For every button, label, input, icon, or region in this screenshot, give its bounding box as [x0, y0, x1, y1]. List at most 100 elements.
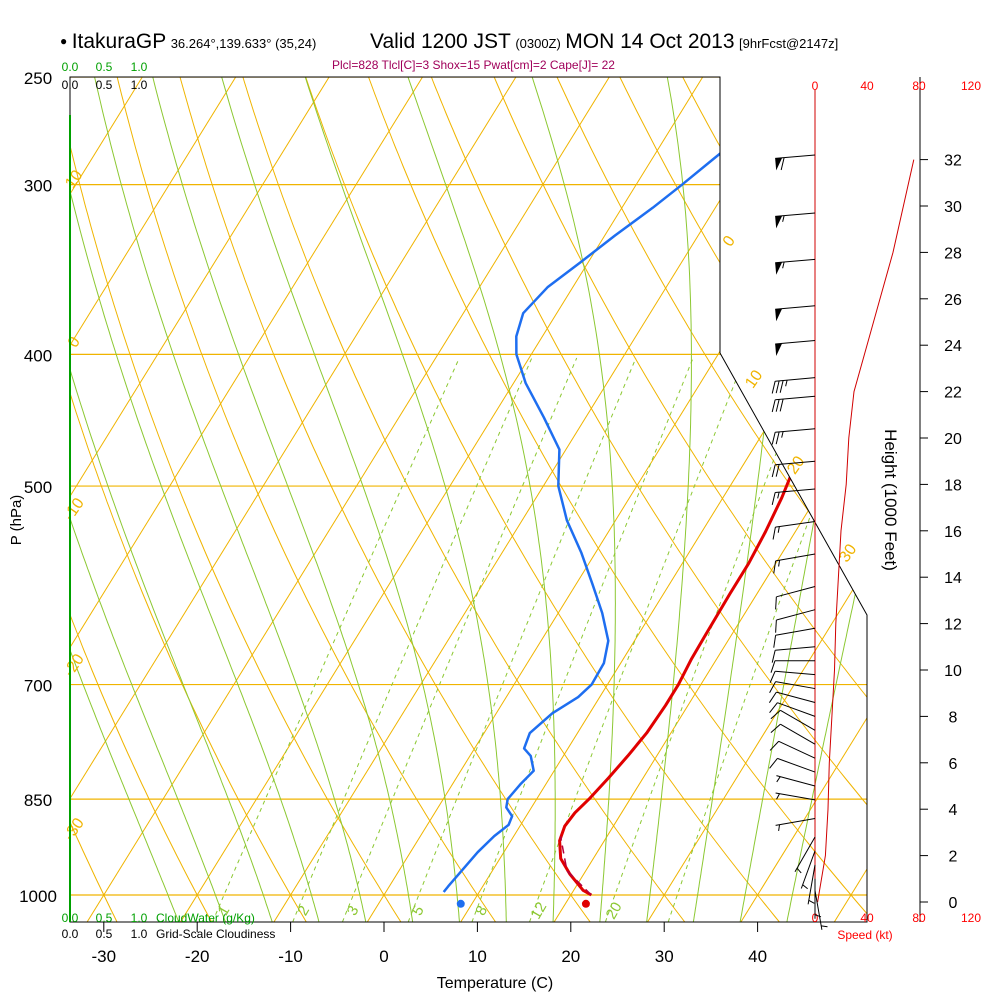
wind-barb-staff: [776, 585, 816, 598]
dry-adiabat-line: [70, 77, 307, 922]
wind-barb-staff: [794, 836, 816, 872]
cloud-water-scale-top: 0.0: [62, 60, 79, 74]
pressure-tick-label: 700: [24, 677, 52, 696]
wind-barb-half: [777, 492, 780, 499]
wind-barb-staff: [775, 488, 816, 493]
moist-adiabat-line: [70, 77, 180, 922]
wind-barb-half: [785, 380, 788, 387]
moist-adiabat-line: [364, 77, 556, 922]
x-tick-label: -10: [278, 947, 303, 966]
wind-barb-full: [771, 464, 776, 478]
wind-barb: [775, 154, 816, 171]
dry-adiabat-line: [70, 77, 402, 922]
valid-time: Valid 1200 JST: [370, 30, 511, 53]
moist-adiabat-line: [635, 77, 692, 922]
wind-barb-staff: [778, 740, 816, 759]
cloud-water-scale-bottom: 0.5: [96, 911, 113, 925]
height-tick-label: 24: [944, 338, 962, 355]
wind-barb-staff: [775, 258, 816, 264]
wind-barb-half: [796, 867, 802, 874]
x-tick-label: 40: [748, 947, 767, 966]
wind-barb: [768, 691, 816, 703]
stability-indices: Plcl=828 Tlcl[C]=3 Shox=15 Pwat[cm]=2 Ca…: [332, 58, 615, 72]
plot-frame: [69, 76, 868, 923]
wind-barb-staff: [775, 460, 816, 466]
wind-barb: [775, 305, 816, 322]
wind-barb: [807, 864, 816, 905]
wind-barb: [771, 395, 816, 413]
height-tick-label: 12: [944, 617, 962, 634]
wind-barb-flag: [775, 262, 783, 275]
isotherm-line: [739, 77, 867, 922]
pressure-tick-label: 1000: [19, 887, 57, 906]
station-coords: 36.264°,139.633° (35,24): [170, 36, 317, 51]
wind-barb-staff: [777, 702, 816, 717]
moist-adiabat-line: [122, 77, 414, 922]
wind-barb: [771, 428, 816, 445]
dry-adiabat-line: [305, 77, 780, 922]
wind-barb-full: [773, 560, 777, 574]
wind-barb: [775, 817, 816, 832]
cloud-water-scale-top: 1.0: [131, 60, 148, 74]
moist-adiabat-line: [70, 77, 367, 922]
height-tick-label: 4: [949, 802, 958, 819]
wind-barb-half: [778, 824, 781, 832]
wind-barb: [773, 553, 816, 574]
wind-barb-full: [770, 660, 776, 673]
speed-tick-bottom: 80: [912, 911, 926, 925]
wind-barb-full: [775, 380, 780, 394]
wind-barb-staff: [776, 691, 816, 703]
speed-tick-bottom: 40: [860, 911, 874, 925]
wind-barb-staff: [775, 681, 816, 690]
wind-barb-half: [782, 215, 785, 222]
station-header: ● ItakuraGP 36.264°,139.633° (35,24): [60, 30, 316, 54]
wind-barb-full: [780, 157, 785, 171]
wind-barb-half: [802, 884, 808, 890]
wind-barb-staff: [775, 670, 816, 676]
wind-barb-staff: [780, 723, 816, 745]
dry-adiabat-line: [179, 77, 591, 922]
wind-barb: [776, 775, 816, 787]
wind-barb-staff: [775, 646, 816, 651]
temperature-axis-label: Temperature (C): [437, 975, 553, 992]
mixing-ratio-label: 12: [527, 899, 550, 922]
cloudiness-scale-bottom: 0.5: [96, 927, 113, 941]
cloudiness-scale-top: 1.0: [131, 78, 148, 92]
wind-barb: [775, 340, 816, 357]
valid-zulu: (0300Z): [515, 36, 561, 51]
speed-axis-label: Speed (kt): [837, 928, 892, 942]
mixing-ratio-line: [471, 357, 694, 922]
isotherm-line: [459, 77, 867, 922]
dry-adiabat-line: [430, 77, 867, 922]
wind-barb-full: [779, 398, 784, 412]
wind-barb-full: [771, 381, 776, 394]
mixing-ratio-line: [211, 357, 460, 922]
wind-barb-staff: [814, 890, 823, 930]
wind-barb: [771, 460, 816, 478]
moist-adiabat-line: [70, 77, 274, 922]
height-tick-label: 22: [944, 385, 962, 402]
wind-barb-staff: [775, 553, 816, 562]
isotherm-line: [70, 77, 411, 922]
dry-adiabat-line: [116, 77, 497, 922]
wind-barb: [770, 709, 816, 731]
forecast-info: [9hrFcst@2147z]: [739, 36, 839, 51]
wind-barb-staff: [775, 154, 816, 159]
wind-barb-full: [769, 681, 777, 693]
cloudiness-scale-top: 0.5: [96, 78, 113, 92]
moist-adiabat-line: [70, 77, 227, 922]
height-tick-label: 14: [944, 570, 962, 587]
height-tick-label: 6: [949, 756, 958, 773]
wind-barb-staff: [775, 428, 816, 433]
wind-barb-staff: [775, 792, 816, 801]
moist-adiabat-line: [786, 77, 867, 922]
wind-barb-flag: [775, 308, 783, 322]
wind-barb: [771, 646, 816, 663]
moist-adiabat-line: [266, 77, 507, 922]
wind-barb: [775, 212, 816, 229]
height-tick-label: 30: [944, 199, 962, 216]
wind-barb-full: [770, 723, 781, 734]
wind-barb: [775, 792, 816, 801]
wind-speed-profile: [817, 159, 915, 903]
height-tick-label: 10: [944, 663, 962, 680]
